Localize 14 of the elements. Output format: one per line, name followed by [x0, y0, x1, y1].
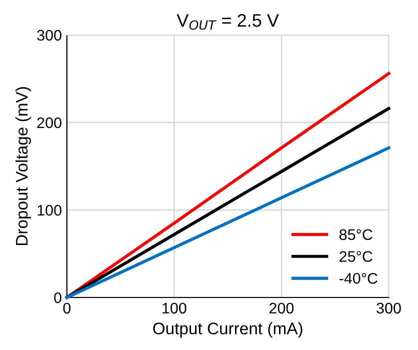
- y-tick-label: 0: [54, 292, 62, 304]
- x-axis-title: Output Current (mA): [153, 322, 302, 338]
- x-tick-label: 0: [63, 302, 71, 314]
- legend-label: 25°C: [340, 251, 372, 262]
- chart-title: V$_{OUT}$ = 2.5 V: [176, 14, 279, 30]
- x-tick-label: 300: [376, 302, 401, 314]
- legend-label: -40°C: [340, 272, 378, 284]
- y-tick-label: 200: [37, 117, 62, 128]
- legend-label: 85°C: [339, 229, 372, 240]
- y-tick-label: 300: [37, 30, 62, 41]
- y-tick-label: 100: [38, 204, 62, 216]
- x-tick-label: 200: [269, 302, 294, 314]
- x-tick-label: 100: [162, 302, 186, 314]
- y-axis-title: Dropout Voltage (mV): [15, 87, 31, 246]
